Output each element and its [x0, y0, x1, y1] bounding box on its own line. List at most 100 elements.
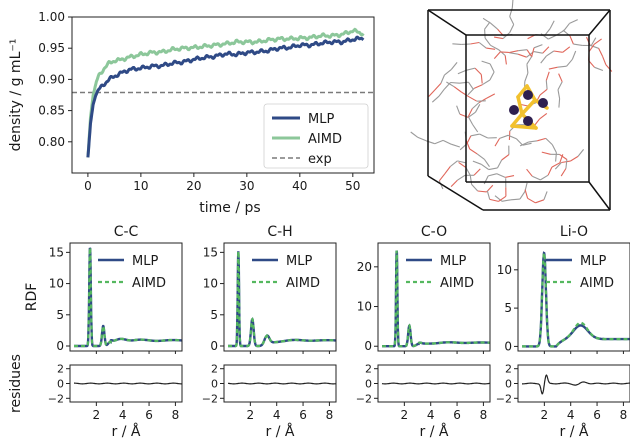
co-bond: [428, 89, 436, 97]
co-bond: [486, 47, 496, 50]
rdf-xlabel: r / Å: [266, 423, 295, 440]
cc-bond: [509, 16, 515, 25]
legend-box: [263, 103, 369, 169]
cc-bond: [507, 134, 517, 140]
li-atom: [523, 90, 533, 100]
cc-bond: [511, 0, 514, 8]
co-bond: [473, 168, 481, 176]
cc-bond: [557, 89, 561, 99]
y-tick-label: 0: [365, 378, 372, 391]
cc-bond: [490, 22, 498, 30]
rdf-ylabel: RDF: [24, 283, 40, 312]
cc-bond: [519, 141, 529, 147]
density-ylabel: density / g mL⁻¹: [8, 39, 24, 152]
co-bond: [570, 155, 579, 162]
cc-bond: [519, 191, 526, 200]
cc-bond: [577, 149, 585, 157]
cc-bond: [446, 81, 455, 88]
aimd-rdf-line: [74, 247, 182, 348]
cc-bond: [481, 60, 491, 65]
co-bond: [559, 153, 568, 160]
cc-bond: [516, 138, 524, 146]
cc-bond: [471, 102, 480, 110]
cc-bond: [470, 133, 480, 137]
cc-bond: [466, 67, 476, 71]
legend-aimd-label: AIMD: [580, 276, 614, 291]
cc-bond: [526, 56, 533, 65]
cc-bond: [449, 160, 458, 167]
cc-bond: [478, 42, 487, 49]
co-bond: [501, 154, 510, 161]
co-bond: [539, 88, 548, 96]
co-bond: [605, 64, 613, 72]
rdf-panel-title: Li-O: [560, 224, 588, 240]
y-tick-label: 20: [357, 260, 372, 274]
y-tick-label: −2: [356, 392, 372, 405]
cc-bond: [476, 153, 485, 160]
cc-bond: [558, 98, 561, 108]
cc-bond: [482, 79, 491, 86]
y-tick-label: 10: [357, 300, 372, 314]
mlp-rdf-line: [228, 251, 336, 348]
residues-ylabel: residues: [8, 354, 24, 413]
cc-bond: [472, 160, 482, 165]
cc-bond: [496, 173, 506, 178]
cc-bond: [459, 81, 469, 84]
rdf-frame: [69, 242, 183, 352]
cc-bond: [510, 198, 520, 201]
y-tick-label: 5: [210, 308, 218, 322]
co-bond: [547, 166, 553, 176]
cc-bond: [469, 175, 473, 185]
cc-bond: [526, 64, 529, 74]
cc-bond: [450, 62, 458, 70]
y-tick-label: 5: [56, 308, 64, 322]
co-bond: [541, 151, 551, 155]
co-bond: [526, 168, 533, 177]
cc-bond: [438, 88, 445, 97]
co-bond: [539, 112, 548, 120]
cc-bond: [566, 58, 573, 67]
y-tick-label: 0: [364, 339, 372, 353]
co-bond: [531, 47, 535, 57]
co-bond: [593, 38, 602, 45]
y-tick-label: 0.90: [38, 72, 65, 86]
cc-bond: [486, 190, 491, 200]
cc-bond: [533, 51, 543, 54]
x-tick-label: 2: [401, 408, 409, 422]
cc-bond: [528, 140, 538, 143]
y-tick-label: 2: [211, 363, 218, 376]
density-xlabel: time / ps: [199, 200, 260, 216]
residue-line: [228, 382, 336, 385]
co-bond: [504, 55, 507, 65]
residue-line: [381, 382, 491, 385]
x-tick-label: 6: [593, 408, 601, 422]
cc-bond: [573, 43, 583, 46]
cc-bond: [543, 191, 548, 200]
cc-bond: [489, 63, 495, 73]
cc-bond: [442, 139, 452, 145]
rdf-xlabel: r / Å: [420, 423, 449, 440]
p-bond: [510, 112, 524, 128]
co-bond: [569, 35, 574, 45]
cc-bond: [594, 66, 604, 72]
x-tick-label: 30: [239, 179, 254, 193]
cc-bond: [457, 174, 466, 181]
legend-mlp-label: MLP: [440, 254, 466, 269]
lithium-cluster: [509, 84, 549, 130]
cc-bond: [490, 44, 499, 51]
cc-bond: [431, 95, 440, 103]
y-tick-label: 0.85: [38, 104, 65, 118]
co-bond: [434, 83, 442, 91]
rdf-panel-title: C-O: [421, 224, 447, 240]
x-tick-label: 40: [292, 179, 307, 193]
cc-bond: [540, 55, 547, 64]
residue-line: [74, 382, 182, 385]
cc-bond: [565, 159, 568, 169]
co-bond: [444, 166, 451, 175]
x-tick-label: 4: [273, 408, 281, 422]
cc-bond: [417, 136, 427, 142]
p-bond: [516, 95, 524, 116]
p-bond: [520, 98, 537, 116]
